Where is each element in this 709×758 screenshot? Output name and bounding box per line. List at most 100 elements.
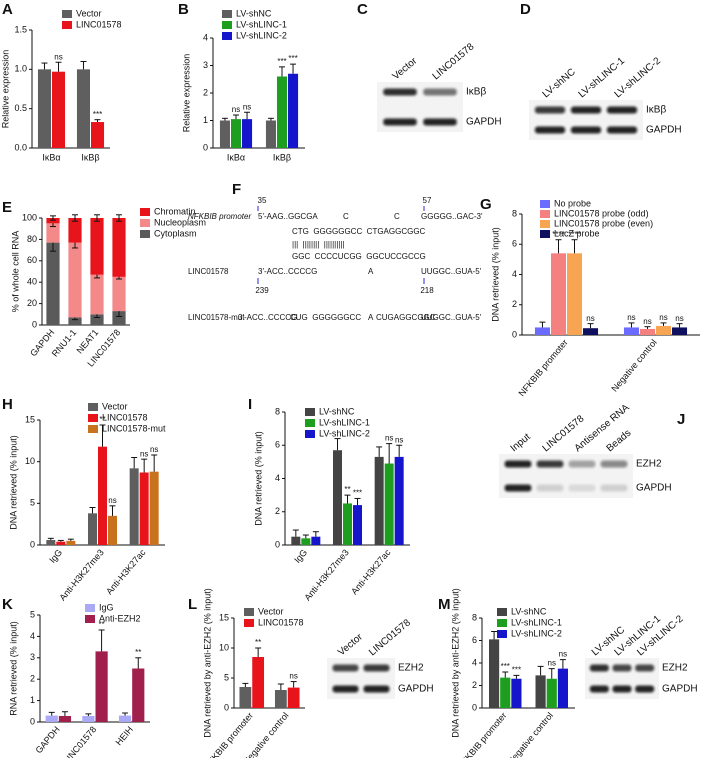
sequence-text: 239 [255, 286, 269, 295]
significance-label: ** [135, 648, 141, 657]
legend-swatch [88, 425, 98, 433]
sequence-text: GGC CCCCUCGG GGCUCCGCCG [292, 252, 426, 261]
bar-segment [112, 311, 126, 325]
significance-label: ** [99, 415, 105, 424]
legend-label: Chromatin [154, 206, 196, 216]
significance-label: ns [54, 52, 62, 61]
significance-label: *** [93, 110, 102, 119]
legend-label: LacZ probe [554, 228, 600, 238]
band [635, 664, 655, 672]
bar [291, 536, 301, 545]
sequence-text: GGGGG..GAC-3' [421, 212, 483, 221]
sequence-text: CUGAGGCGGC [376, 313, 436, 322]
bar [583, 328, 599, 335]
legend-swatch [540, 220, 550, 228]
sequence-text: A [368, 313, 374, 322]
bar [384, 463, 394, 545]
legend-swatch [88, 403, 98, 411]
panel-letter: J [677, 411, 685, 428]
bar [242, 119, 253, 148]
legend-swatch [140, 219, 150, 227]
significance-label: *** [277, 57, 286, 66]
y-tick-label: 8 [512, 208, 517, 218]
y-axis-label: Relative expression [0, 50, 10, 129]
y-tick-label: 0 [32, 319, 37, 329]
significance-label: ** [344, 485, 350, 494]
band [383, 118, 417, 126]
panel-letter: D [520, 1, 531, 18]
legend-label: Vector [102, 401, 128, 411]
bar-segment [68, 317, 82, 325]
y-tick-label: 5 [30, 609, 35, 619]
row-label: GAPDH [398, 684, 434, 695]
legend-label: LV-shLINC-1 [319, 417, 370, 427]
y-tick-label: 6 [512, 239, 517, 249]
y-axis-label: DNA retrieved by anti-EZH2 (% input) [202, 588, 212, 738]
band [635, 685, 655, 693]
x-tick-label: IκBα [227, 152, 245, 162]
panel-letter: K [2, 596, 13, 613]
band [600, 460, 628, 468]
legend-label: LINC01578 [102, 412, 148, 422]
bar [623, 327, 639, 335]
band [423, 118, 457, 126]
y-tick-label: 1 [30, 695, 35, 705]
x-tick-label: IκBβ [273, 152, 291, 162]
legend-swatch [62, 10, 72, 18]
row-label: IκBβ [466, 87, 486, 98]
y-tick-label: 2 [203, 87, 208, 97]
band [612, 664, 632, 672]
bar-segment [46, 218, 60, 224]
sequence-text: C [343, 212, 349, 221]
row-label: EZH2 [636, 459, 662, 470]
legend-label: LV-shNC [319, 406, 355, 416]
legend-label: IgG [99, 602, 114, 612]
bar-segment [68, 242, 82, 318]
y-tick-label: 4 [30, 631, 35, 641]
bar [56, 541, 66, 545]
band [568, 484, 596, 492]
legend-swatch [497, 619, 507, 627]
band [534, 106, 566, 114]
bar [108, 515, 117, 545]
bar [252, 657, 265, 708]
sequence-text: LINC01578-mut [188, 313, 245, 322]
bar [672, 327, 688, 335]
row-label: GAPDH [636, 483, 672, 494]
bar-segment [112, 218, 126, 277]
bar [534, 327, 550, 335]
significance-label: ** [255, 638, 261, 647]
band [504, 484, 532, 492]
bar [557, 668, 568, 708]
row-label: GAPDH [646, 125, 682, 136]
significance-label: ns [659, 313, 667, 322]
bar [82, 716, 95, 722]
band [383, 88, 417, 96]
sequence-alignment: F 35 57 NFKBIB promoter 5'-AAG..GGCGA C C GGGGG… [188, 181, 483, 322]
y-tick-label: 10 [25, 456, 35, 466]
bar [394, 456, 404, 545]
bar [535, 675, 546, 708]
y-tick-label: 8 [275, 406, 280, 416]
legend-swatch [305, 408, 315, 416]
sequence-text: C [394, 212, 400, 221]
bar [288, 73, 299, 148]
bar [265, 120, 276, 148]
significance-label: ns [150, 445, 158, 454]
legend-swatch [244, 619, 254, 627]
legend-swatch [222, 32, 232, 40]
bar [129, 468, 139, 545]
legend-swatch [88, 414, 98, 422]
significance-label: *** [501, 662, 510, 671]
bar-segment [46, 223, 60, 243]
band [534, 126, 566, 134]
sequence-text: CUG GGGGGGCC [290, 313, 361, 322]
bar [239, 687, 252, 708]
legend-swatch [244, 608, 254, 616]
significance-label: ns [395, 435, 403, 444]
legend-label: No probe [554, 198, 591, 208]
band [363, 664, 390, 672]
bar [489, 639, 500, 708]
band [536, 460, 564, 468]
